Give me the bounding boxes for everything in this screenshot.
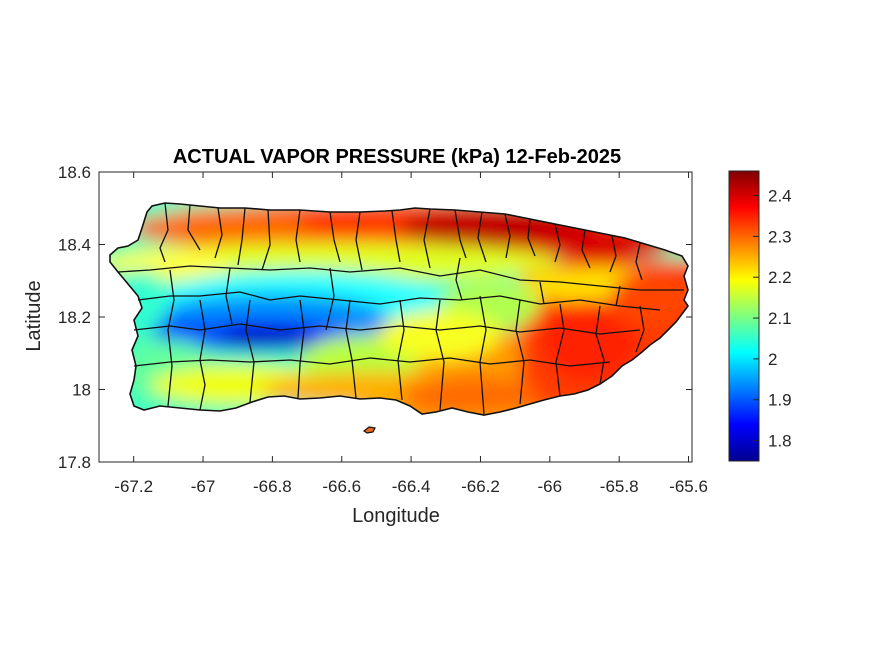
heat-zone — [205, 328, 315, 348]
y-tick-label: 18.4 — [58, 236, 91, 255]
municipality-boundary — [329, 211, 341, 263]
heat-zone — [150, 318, 230, 342]
chart-title: ACTUAL VAPOR PRESSURE (kPa) 12-Feb-2025 — [173, 146, 621, 168]
y-axis: 17.8 18 18.2 18.4 18.6 — [58, 163, 692, 472]
colorbar-tick-label: 2.2 — [768, 268, 792, 287]
heat-zone — [610, 270, 688, 330]
x-tick-label: -65.6 — [669, 477, 708, 496]
y-tick-label: 18 — [72, 381, 91, 400]
municipality-boundary — [187, 204, 201, 251]
heat-zone — [150, 207, 310, 243]
colorbar — [728, 170, 760, 462]
municipality-boundary — [295, 209, 301, 263]
municipality-boundary — [477, 211, 487, 263]
y-tick-label: 18.6 — [58, 163, 91, 182]
y-tick-label: 17.8 — [58, 453, 91, 472]
colorbar-tick-label: 1.8 — [768, 432, 792, 451]
municipality-boundary — [609, 235, 617, 273]
heat-zone — [540, 300, 640, 380]
municipality-boundary — [595, 305, 605, 385]
colorbar-tick-label: 2 — [768, 350, 777, 369]
municipality-boundary — [554, 223, 561, 263]
x-axis-label: Longitude — [352, 505, 440, 527]
municipality-boundary — [167, 269, 175, 407]
x-tick-label: -66.2 — [461, 477, 500, 496]
municipality-boundary — [615, 285, 621, 307]
municipality-boundary — [635, 305, 645, 353]
municipality-boundary — [225, 267, 233, 325]
x-axis: -67.2 -67 -66.8 -66.6 -66.4 -66.2 -66 -65.8 -65.… — [114, 172, 708, 496]
municipality-boundary — [515, 299, 525, 405]
municipality-boundary — [214, 207, 223, 259]
municipality-boundary — [261, 209, 271, 271]
x-tick-label: -66 — [538, 477, 563, 496]
colorbar-tick-label: 2.3 — [768, 227, 792, 246]
municipality-boundary — [635, 242, 643, 281]
municipality-boundary — [297, 299, 305, 399]
heat-zone — [400, 377, 540, 413]
municipality-boundary — [479, 295, 487, 415]
x-tick-label: -66.6 — [322, 477, 361, 496]
municipality-boundary — [117, 265, 684, 291]
municipality-boundary — [423, 208, 431, 269]
municipality-boundary — [504, 213, 511, 259]
colorbar-ticks: 1.8 1.9 2 2.1 2.2 2.3 2.4 — [753, 187, 792, 451]
municipality-boundary — [345, 299, 357, 399]
x-tick-label: -66.8 — [253, 477, 292, 496]
municipality-boundaries — [117, 202, 684, 415]
municipality-boundary — [245, 299, 255, 403]
municipality-boundary — [397, 299, 405, 401]
heat-zone — [380, 310, 500, 360]
vapor-pressure-field — [110, 203, 688, 415]
municipality-boundary — [455, 257, 463, 301]
colorbar-tick-label: 2.4 — [768, 187, 792, 206]
municipality-boundary — [391, 210, 401, 263]
municipality-boundary — [581, 229, 591, 269]
colorbar-tick-label: 2.1 — [768, 309, 792, 328]
municipality-boundary — [133, 357, 611, 367]
island-coastline — [109, 202, 689, 416]
municipality-boundary — [325, 267, 335, 331]
municipality-boundary — [454, 209, 467, 259]
municipality-boundary — [435, 299, 445, 411]
municipality-boundary — [159, 202, 169, 263]
colorbar-tick-label: 1.9 — [768, 391, 792, 410]
municipality-boundary — [555, 303, 565, 397]
municipality-boundary — [355, 211, 363, 271]
municipality-boundary — [237, 207, 246, 266]
municipality-boundary — [137, 291, 661, 311]
y-axis-label: Latitude — [23, 280, 45, 351]
municipality-boundary — [133, 323, 641, 335]
municipality-boundary — [199, 299, 206, 411]
x-tick-label: -67 — [191, 477, 216, 496]
x-tick-label: -65.8 — [600, 477, 639, 496]
municipality-boundary — [539, 281, 545, 305]
municipality-boundary — [527, 218, 536, 257]
y-tick-label: 18.2 — [58, 308, 91, 327]
x-tick-label: -67.2 — [114, 477, 153, 496]
caja-de-muertos-island — [362, 426, 376, 434]
x-tick-label: -66.4 — [392, 477, 431, 496]
